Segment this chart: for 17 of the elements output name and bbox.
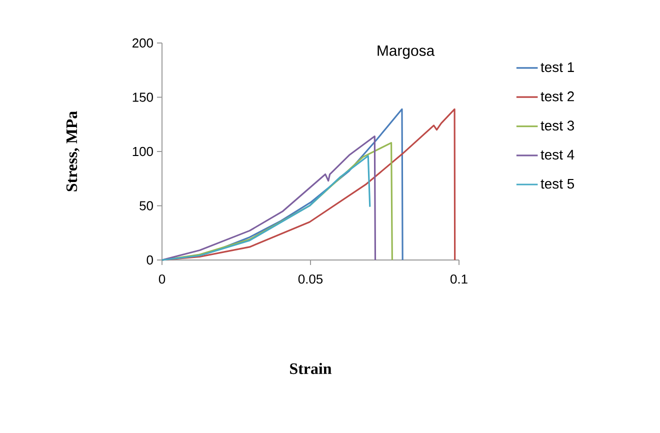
line-series: [161, 155, 371, 261]
legend-label: test 3: [540, 120, 574, 131]
y-axis-title: Stress, MPa: [66, 111, 80, 192]
x-tick-label: 0.05: [298, 274, 323, 284]
legend-label: test 5: [540, 178, 574, 189]
y-tick-label: 100: [132, 146, 153, 156]
chart-title: Margosa: [378, 46, 435, 59]
legend-label: test 4: [540, 150, 574, 160]
x-tick-label: 0.1: [450, 274, 468, 284]
x-axis-title: Strain: [290, 362, 332, 374]
legend-label: test 1: [540, 62, 574, 72]
y-tick-label: 200: [132, 38, 153, 48]
y-tick-label: 50: [140, 201, 153, 210]
y-tick-label: 0: [146, 255, 153, 265]
legend-label: test 2: [540, 91, 574, 102]
x-tick-label: 0: [158, 274, 166, 284]
y-tick-label: 150: [132, 92, 153, 102]
